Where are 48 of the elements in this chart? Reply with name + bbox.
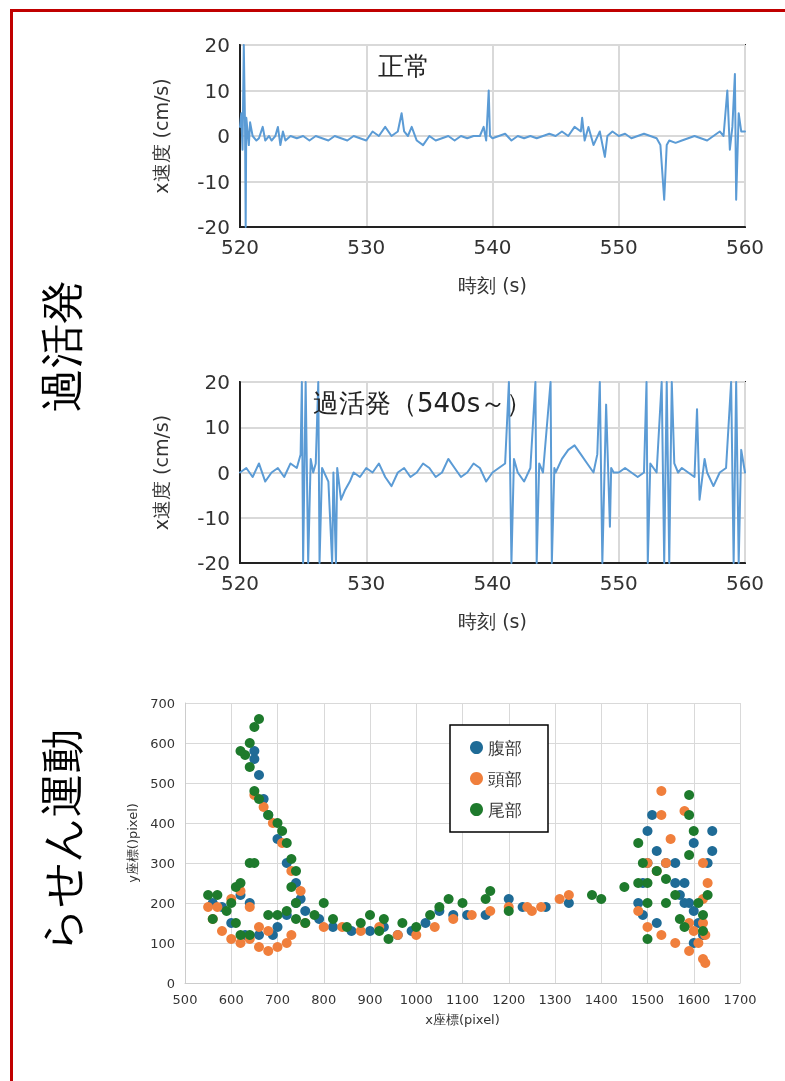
x-tick-label: 550	[599, 235, 638, 259]
y-tick-label: 400	[150, 815, 175, 831]
x-tick-label: 530	[347, 235, 386, 259]
y-tick-label: 200	[150, 895, 175, 911]
x-tick-label: 700	[265, 992, 290, 1007]
y-tick-label: -10	[197, 169, 230, 194]
y-tick-label: 600	[150, 735, 175, 751]
x-tick-label: 560	[725, 571, 765, 595]
y-tick-label: 10	[204, 78, 230, 103]
x-axis-title: 時刻 (s)	[458, 609, 527, 632]
legend-label: 腹部	[488, 737, 522, 758]
y-tick-label: 10	[204, 415, 230, 440]
x-tick-label: 560	[725, 235, 765, 259]
y-axis-title: y座標()pixel)	[125, 803, 141, 883]
legend-label: 頭部	[488, 768, 522, 789]
x-axis-title: x座標(pixel)	[425, 1012, 500, 1027]
x-tick-label: 1400	[584, 992, 618, 1007]
x-tick-label: 1300	[538, 992, 572, 1007]
x-tick-label: 1700	[723, 992, 757, 1007]
x-tick-label: 540	[473, 571, 512, 595]
y-tick-label: 20	[204, 33, 230, 57]
x-tick-label: 1100	[445, 992, 480, 1007]
annotation: 正常	[378, 51, 430, 81]
y-tick-label: 0	[217, 460, 230, 485]
x-tick-label: 1500	[630, 992, 665, 1007]
y-tick-label: -10	[197, 505, 230, 530]
x-tick-label: 500	[172, 992, 198, 1007]
y-tick-label: 700	[150, 695, 175, 711]
y-axis-title: x速度 (cm/s)	[149, 414, 172, 531]
x-tick-label: 1600	[677, 992, 711, 1007]
y-tick-label: 500	[150, 775, 175, 791]
text: らせん運動	[34, 728, 88, 952]
x-tick-label: 1200	[492, 992, 526, 1007]
text: 過活発	[34, 279, 88, 411]
y-tick-label: 100	[150, 935, 175, 951]
y-tick-label: 0	[166, 975, 175, 991]
x-tick-label: 1000	[399, 992, 433, 1007]
y-axis-title: x速度 (cm/s)	[149, 78, 172, 194]
x-tick-label: 900	[357, 992, 383, 1007]
y-tick-label: 20	[204, 370, 230, 394]
x-tick-label: 550	[599, 571, 638, 595]
x-tick-label: 800	[311, 992, 337, 1007]
x-tick-label: 540	[473, 235, 512, 259]
y-tick-label: 0	[217, 124, 230, 148]
y-tick-label: 300	[150, 855, 175, 871]
x-axis-title: 時刻 (s)	[458, 273, 527, 296]
x-tick-label: 530	[347, 571, 386, 595]
legend-label: 尾部	[488, 799, 522, 820]
